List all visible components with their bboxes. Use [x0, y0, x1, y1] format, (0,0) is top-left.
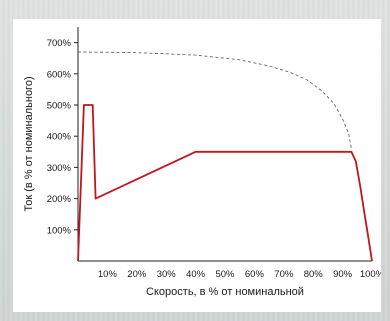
y-tick-label: 400% — [47, 132, 72, 143]
ticks: 100% 200% 300% 400% 500% 600% 700% 10% 20% 30% 40%… — [47, 38, 381, 280]
chart: 100% 200% 300% 400% 500% 600% 700% 10% 20% 30% 40%… — [23, 27, 381, 298]
current-curve — [77, 104, 373, 262]
axes — [77, 27, 372, 262]
x-tick-label: 100% — [360, 269, 381, 280]
x-tick-label: 40% — [186, 269, 206, 280]
x-tick-label: 20% — [127, 269, 147, 280]
x-tick-label: 90% — [333, 269, 353, 280]
dashed-limit-curve — [77, 51, 352, 149]
y-tick-label: 200% — [47, 194, 72, 205]
y-axis-title: Ток (в % от номинального) — [23, 76, 35, 211]
x-tick-label: 50% — [215, 269, 235, 280]
y-tick-label: 100% — [47, 225, 72, 236]
x-axis-title: Скорость, в % от номинальной — [146, 286, 304, 298]
y-tick-label: 700% — [47, 38, 72, 49]
x-tick-label: 10% — [98, 269, 118, 280]
x-tick-label: 80% — [304, 269, 324, 280]
y-tick-label: 600% — [47, 69, 72, 80]
x-tick-label: 60% — [245, 269, 265, 280]
y-tick-label: 500% — [47, 101, 72, 112]
chart-card: 100% 200% 300% 400% 500% 600% 700% 10% 20% 30% 40%… — [13, 19, 381, 312]
series-layer — [77, 51, 373, 262]
x-tick-label: 70% — [274, 269, 294, 280]
x-tick-label: 30% — [157, 269, 177, 280]
y-tick-label: 300% — [47, 163, 72, 174]
